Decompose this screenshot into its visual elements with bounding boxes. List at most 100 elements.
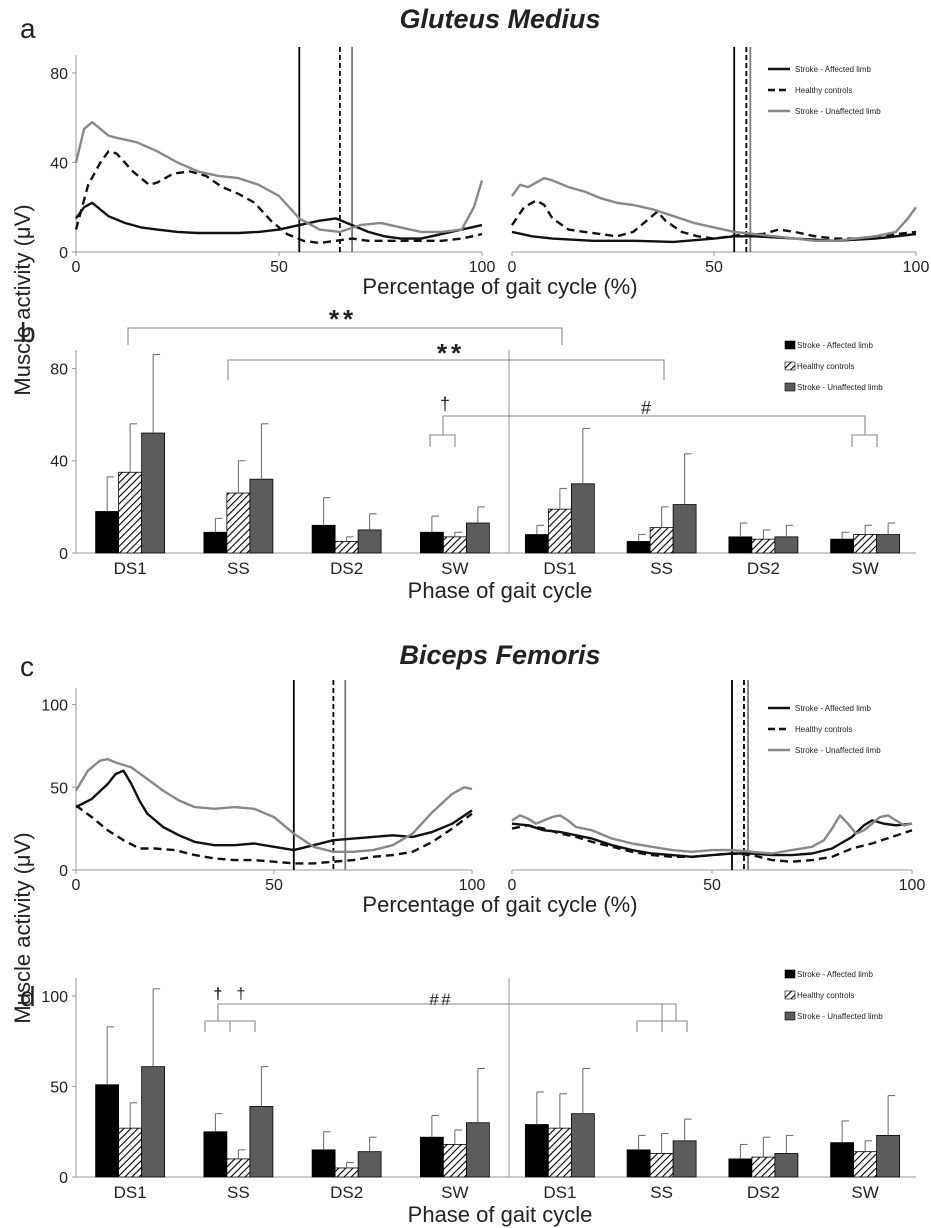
bar-d-0-DS2-1 [334,1167,359,1178]
category-label-b: SS [227,559,250,578]
legend-label-b: Stroke - Affected limb [797,341,873,350]
bar-b-1-DS2-2 [774,536,799,554]
legend-label-a: Stroke - Affected limb [795,65,871,74]
category-label-b: SW [851,559,878,578]
category-label-b: DS1 [114,559,147,578]
bar-d-1-SW-2 [876,1134,901,1178]
bar-b-0-DS1-0 [95,511,120,554]
legend-label-c: Stroke - Affected limb [795,704,871,713]
legend-swatch-d [784,969,796,979]
bar-b-0-DS2-0 [311,524,336,554]
legend-label-c: Healthy controls [795,725,852,734]
series-line-a-0-2 [74,121,484,234]
y-tick-label-c: 0 [59,863,68,880]
bar-b-1-DS1-2 [570,483,595,554]
title-gluteus-medius: Gluteus Medius [399,4,600,34]
legend-swatch-b [784,361,796,371]
bar-d-0-DS1-0 [95,1084,120,1178]
bar-d-1-SS-2 [672,1140,697,1178]
bar-b-0-DS1-2 [141,432,166,554]
sig-bracket-b-1 [127,327,563,345]
category-label-d: DS2 [747,1183,780,1202]
category-label-d: DS2 [330,1183,363,1202]
bar-d-1-DS1-1 [547,1127,572,1178]
bar-b-0-SW-2 [465,522,490,554]
category-label-d: SW [441,1183,468,1202]
category-label-b: DS2 [330,559,363,578]
bar-b-0-DS2-2 [357,529,382,554]
bar-d-1-DS1-0 [524,1124,549,1178]
bar-b-1-DS2-0 [728,536,753,554]
bar-d-0-SS-2 [249,1106,274,1178]
legend-swatch-d [784,1011,796,1021]
bar-b-1-SS-2 [672,504,697,554]
bar-d-0-DS1-1 [118,1127,143,1178]
legend-swatch-b [784,340,796,350]
category-label-b: DS1 [543,559,576,578]
bar-d-1-SW-1 [853,1151,878,1178]
category-label-b: SW [441,559,468,578]
category-label-d: SW [851,1183,878,1202]
x-tick-label-a: 0 [72,259,81,276]
bar-b-0-SS-2 [249,478,274,554]
legend-label-b: Stroke - Unaffected limb [797,383,883,392]
bar-d-0-SS-1 [226,1158,251,1178]
legend-label-d: Stroke - Unaffected limb [797,1012,883,1021]
x-tick-label-c: 50 [265,877,283,894]
x-tick-label-a: 100 [903,259,930,276]
bar-d-0-DS1-2 [141,1066,166,1178]
y-tick-label-b: 80 [50,361,68,378]
category-label-d: DS1 [543,1183,576,1202]
bar-d-0-SS-0 [203,1131,228,1178]
bar-b-1-DS2-1 [751,538,776,554]
bar-b-1-SS-1 [649,527,674,554]
y-tick-label-a: 80 [50,66,68,83]
sig-dagger-d-2: † [237,986,246,1003]
y-tick-label-a: 40 [50,155,68,172]
sig-star-b-2: * [437,338,448,368]
legend-swatch-d [784,990,796,1000]
sig-bracket-d-2 [662,1003,677,1021]
sig-hash-d-1: # [429,990,439,1009]
bar-d-1-SW-0 [830,1142,855,1178]
bar-d-1-DS2-0 [728,1158,753,1178]
sig-bracket-b-2 [227,359,665,380]
category-label-b: DS2 [747,559,780,578]
sig-bracket-d [204,1003,688,1032]
series-line-c-1-1 [511,824,913,863]
bar-d-1-DS2-1 [751,1156,776,1178]
x-axis-label-d: Phase of gait cycle [408,1202,593,1227]
y-tick-label-b: 0 [59,546,68,563]
sig-hash-d-2: # [441,990,451,1009]
y-tick-label-c: 50 [50,780,68,797]
bar-b-1-SS-0 [626,541,651,554]
title-biceps-femoris: Biceps Femoris [399,640,600,670]
series-line-c-0-1 [75,804,473,865]
sig-star-b-1: * [329,304,340,334]
bar-d-1-SS-0 [626,1149,651,1178]
bar-b-0-SW-0 [419,531,444,554]
x-tick-label-a: 0 [508,259,517,276]
bar-b-1-SW-0 [830,538,855,554]
series-line-a-0-1 [74,150,483,245]
bar-b-1-SW-1 [853,534,878,554]
bar-b-0-SS-0 [203,531,228,554]
series-line-a-0-0 [75,201,483,240]
bar-d-1-DS2-2 [774,1153,799,1178]
series-line-c-0-2 [74,757,473,853]
series-line-a-1-1 [511,199,917,240]
bar-d-0-DS2-2 [357,1151,382,1178]
sig-star-b-1-gray: * [343,304,354,334]
sig-star-b-2-gray: * [451,338,462,368]
category-label-d: SS [650,1183,673,1202]
y-tick-label-c: 100 [41,698,68,715]
panel-label-c: c [20,651,34,682]
legend-label-c: Stroke - Unaffected limb [795,746,881,755]
x-axis-label-a: Percentage of gait cycle (%) [362,274,637,299]
x-tick-label-c: 0 [508,877,517,894]
x-tick-label-c: 0 [72,877,81,894]
bar-d-0-SW-0 [419,1136,444,1178]
category-label-d: SS [227,1183,250,1202]
y-tick-label-d: 0 [59,1170,68,1187]
